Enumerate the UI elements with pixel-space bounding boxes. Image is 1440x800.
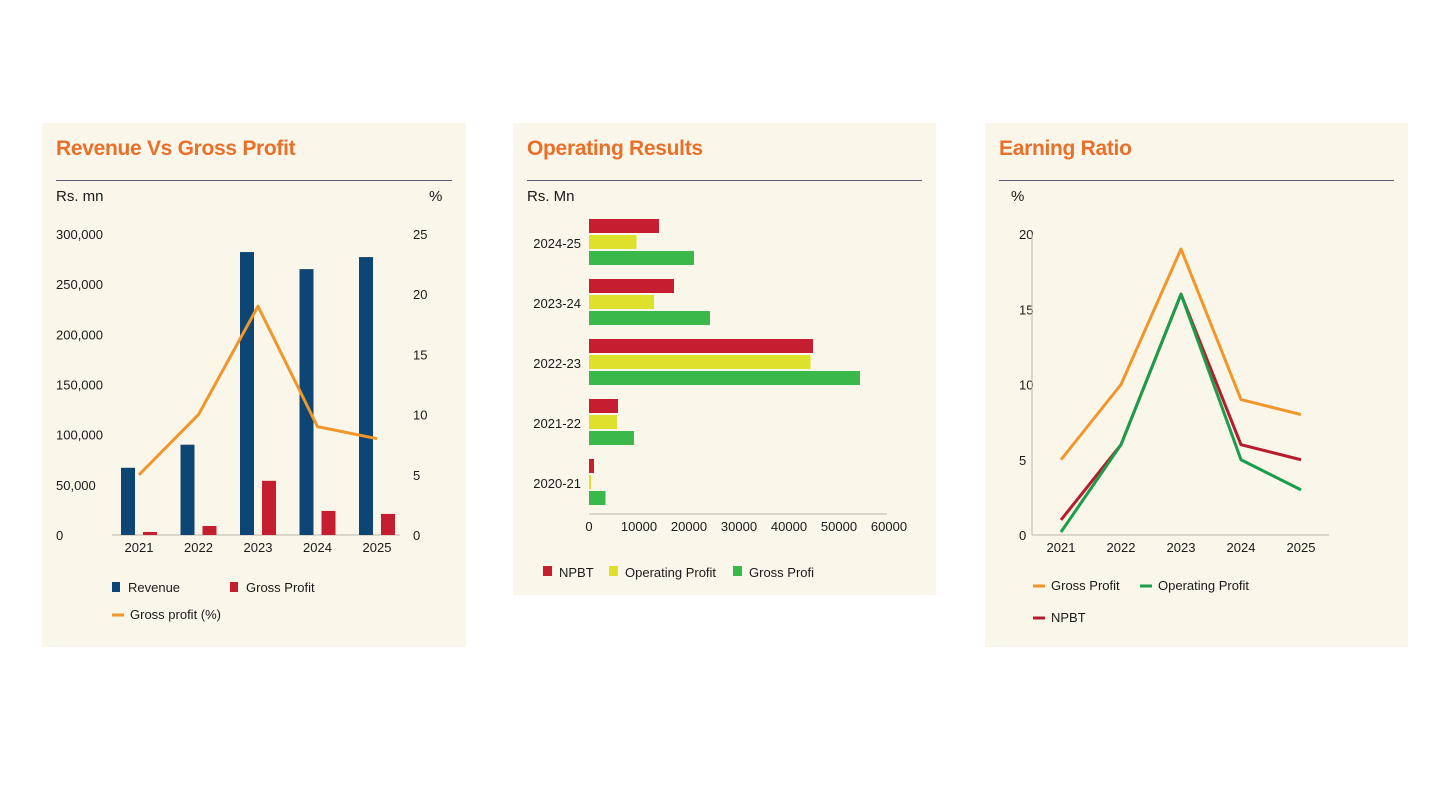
earning-ratio-panel: Earning Ratio % 20 15 10 5 0 2021 2022 2023 2024… bbox=[985, 123, 1408, 647]
x-tick-label: 2025 bbox=[1287, 540, 1316, 555]
x-tick-label: 2025 bbox=[363, 540, 392, 555]
right-y-tick-label: 15 bbox=[413, 347, 427, 362]
left-y-tick-label: 0 bbox=[56, 528, 63, 543]
y-category-label: 2024-25 bbox=[533, 236, 581, 251]
left-y-tick-label: 200,000 bbox=[56, 327, 103, 342]
revenue-bar bbox=[240, 252, 254, 535]
x-tick-label: 10000 bbox=[621, 519, 657, 534]
x-tick-label: 2024 bbox=[1227, 540, 1256, 555]
chart-title: Operating Results bbox=[527, 137, 703, 160]
right-axis-unit: % bbox=[429, 188, 443, 205]
x-tick-label: 50000 bbox=[821, 519, 857, 534]
legend-label-gross-profit-percent: Gross profit (%) bbox=[130, 607, 221, 622]
legend-label: NPBT bbox=[559, 565, 594, 580]
x-tick-label: 20000 bbox=[671, 519, 707, 534]
left-y-tick-label: 50,000 bbox=[56, 478, 96, 493]
right-y-tick-label: 10 bbox=[413, 408, 427, 423]
legend-label: NPBT bbox=[1051, 610, 1086, 625]
bar-npbt bbox=[589, 339, 813, 353]
bar-operating-profit bbox=[589, 235, 637, 249]
revenue-bar bbox=[359, 257, 373, 535]
x-tick-label: 2024 bbox=[303, 540, 332, 555]
legend-label: Operating Profit bbox=[1158, 578, 1249, 593]
y-tick-label: 5 bbox=[1019, 453, 1026, 468]
right-y-tick-label: 20 bbox=[413, 287, 427, 302]
revenue-bar bbox=[180, 444, 195, 535]
gross-profit-bar bbox=[143, 531, 157, 535]
x-tick-label: 2021 bbox=[1047, 540, 1076, 555]
x-tick-label: 2021 bbox=[125, 540, 154, 555]
y-category-label: 2022-23 bbox=[533, 356, 581, 371]
bar-operating-profit bbox=[589, 415, 617, 429]
y-tick-label: 20 bbox=[1019, 227, 1033, 242]
earning-ratio-svg: 20 15 10 5 0 2021 2022 2023 2024 2025 Gross Profit… bbox=[1019, 227, 1329, 625]
x-tick-label: 40000 bbox=[771, 519, 807, 534]
legend-label-gross-profit: Gross Profit bbox=[246, 580, 315, 595]
y-tick-label: 10 bbox=[1019, 378, 1033, 393]
bar-operating-profit bbox=[589, 475, 591, 489]
revenue-vs-gross-profit-panel: Revenue Vs Gross Profit Rs. mn % 300,000… bbox=[42, 123, 466, 647]
bar-gross-profi bbox=[589, 431, 634, 445]
bar-operating-profit bbox=[589, 295, 654, 309]
legend-swatch-revenue bbox=[112, 582, 120, 592]
x-tick-label: 60000 bbox=[871, 519, 907, 534]
bar-operating-profit bbox=[589, 355, 811, 369]
operating-results-svg: 2024-25 2023-24 2022-23 2021-22 2020-21 0 1000… bbox=[533, 219, 907, 580]
gross-profit-bar bbox=[321, 510, 336, 535]
bar-npbt bbox=[589, 459, 594, 473]
bar-npbt bbox=[589, 279, 674, 293]
y-category-label: 2021-22 bbox=[533, 416, 581, 431]
axis-unit: Rs. Mn bbox=[527, 188, 575, 205]
legend-label: Gross Profit bbox=[1051, 578, 1120, 593]
title-divider bbox=[56, 180, 452, 181]
line-operating-profit bbox=[1059, 292, 1302, 533]
right-y-tick-label: 0 bbox=[413, 528, 420, 543]
bar-npbt bbox=[589, 219, 659, 233]
axis-unit: % bbox=[1011, 188, 1025, 205]
legend-label: Operating Profit bbox=[625, 565, 716, 580]
chart-title: Revenue Vs Gross Profit bbox=[56, 137, 296, 160]
left-axis-unit: Rs. mn bbox=[56, 188, 104, 205]
x-tick-label: 2023 bbox=[244, 540, 273, 555]
title-divider bbox=[527, 180, 922, 181]
gross-profit-percent-line bbox=[137, 304, 378, 476]
y-tick-label: 0 bbox=[1019, 528, 1026, 543]
legend-label: Gross Profi bbox=[749, 565, 814, 580]
gross-profit-bar bbox=[202, 525, 217, 535]
y-category-label: 2020-21 bbox=[533, 476, 581, 491]
y-tick-label: 15 bbox=[1019, 302, 1033, 317]
left-y-tick-label: 300,000 bbox=[56, 227, 103, 242]
chart-title: Earning Ratio bbox=[999, 137, 1132, 160]
x-tick-label: 2022 bbox=[184, 540, 213, 555]
legend-swatch bbox=[733, 566, 742, 576]
legend-swatch-gross-profit bbox=[230, 582, 238, 592]
x-tick-label: 2023 bbox=[1167, 540, 1196, 555]
x-tick-label: 30000 bbox=[721, 519, 757, 534]
y-category-label: 2023-24 bbox=[533, 296, 581, 311]
x-tick-label: 0 bbox=[585, 519, 592, 534]
left-y-tick-label: 150,000 bbox=[56, 378, 103, 393]
gross-profit-bar bbox=[262, 480, 276, 535]
line-gross-profit bbox=[1059, 247, 1302, 461]
bar-gross-profi bbox=[589, 311, 710, 325]
gross-profit-bar bbox=[381, 513, 395, 535]
left-y-tick-label: 100,000 bbox=[56, 428, 103, 443]
right-y-tick-label: 25 bbox=[413, 227, 427, 242]
left-y-tick-label: 250,000 bbox=[56, 277, 103, 292]
legend-swatch bbox=[543, 566, 552, 576]
title-divider bbox=[999, 180, 1394, 181]
legend-label-revenue: Revenue bbox=[128, 580, 180, 595]
revenue-bar bbox=[121, 467, 135, 535]
right-y-tick-label: 5 bbox=[413, 468, 420, 483]
bar-gross-profi bbox=[589, 371, 860, 385]
x-tick-label: 2022 bbox=[1107, 540, 1136, 555]
operating-results-panel: Operating Results Rs. Mn 2024-25 2023-24 2… bbox=[513, 123, 936, 595]
legend-swatch bbox=[609, 566, 618, 576]
revenue-chart-svg: 300,000 250,000 200,000 150,000 100,000 50,00… bbox=[56, 227, 427, 622]
bar-npbt bbox=[589, 399, 618, 413]
bar-gross-profi bbox=[589, 251, 694, 265]
bar-gross-profi bbox=[589, 491, 606, 505]
